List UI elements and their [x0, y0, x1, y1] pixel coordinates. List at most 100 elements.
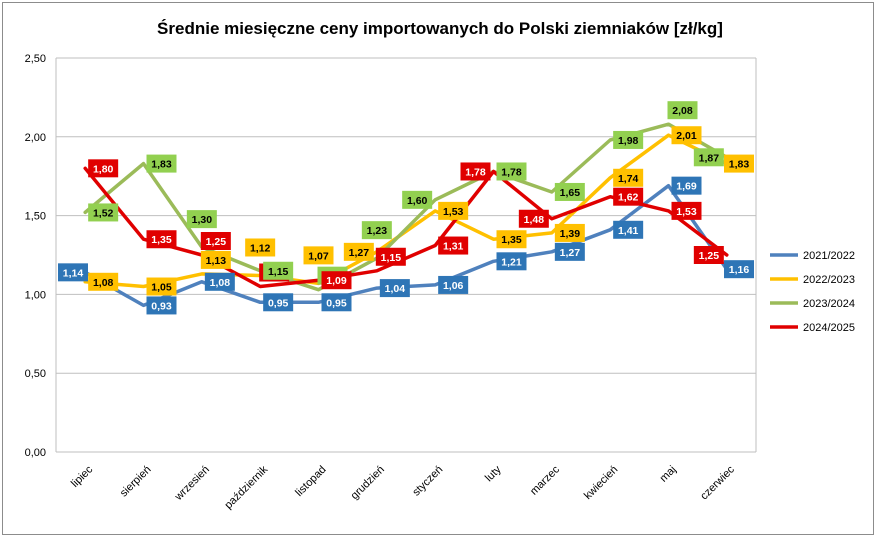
data-label-box — [146, 230, 177, 249]
data-label: 1,83 — [724, 154, 754, 173]
data-label-text: 1,25 — [699, 250, 720, 262]
x-tick-label: marzec — [528, 463, 562, 497]
data-label-box — [438, 201, 469, 220]
data-label-box — [204, 272, 235, 291]
data-label-box — [245, 238, 276, 257]
y-tick-label: 0,50 — [25, 368, 46, 380]
data-label: 1,52 — [88, 203, 119, 222]
series-line-2022/2023 — [83, 133, 729, 289]
data-label-box — [146, 154, 177, 173]
x-tick-label: październik — [222, 463, 270, 511]
data-label-box — [496, 162, 527, 181]
data-label-text: 1,15 — [268, 266, 289, 278]
data-label-text: 1,05 — [151, 282, 172, 294]
data-label-text: 1,23 — [367, 225, 388, 237]
data-label: 1,23 — [361, 221, 392, 240]
data-label-text: 0,93 — [151, 300, 172, 312]
data-label: 1,53 — [438, 201, 469, 220]
data-label-box — [554, 242, 585, 261]
data-label: 1,31 — [438, 236, 469, 255]
data-label-text: 1,35 — [151, 234, 172, 246]
data-label-text: 1,08 — [210, 277, 231, 289]
data-label-box — [496, 230, 527, 249]
data-label-box — [186, 210, 217, 229]
data-label-text: 0,95 — [268, 297, 289, 309]
data-label: 1,08 — [88, 272, 119, 291]
data-label: 1,35 — [496, 230, 527, 249]
data-label-text: 1,65 — [560, 187, 581, 199]
data-label-text: 1,30 — [192, 214, 213, 226]
data-label-box — [343, 242, 374, 261]
data-label: 1,74 — [613, 168, 644, 187]
data-label-text: 1,69 — [676, 181, 697, 193]
data-label-box — [613, 220, 644, 239]
x-tick-label: luty — [483, 463, 504, 484]
data-label: 1,09 — [321, 271, 352, 290]
gridlines — [55, 57, 757, 453]
data-label: 1,25 — [693, 246, 724, 264]
data-label-box — [303, 246, 334, 265]
data-label-text: 1,52 — [93, 207, 114, 219]
data-label-text: 2,08 — [672, 105, 693, 117]
data-label-box — [88, 203, 119, 222]
y-axis: 0,00 0,50 1,00 1,50 2,00 2,50 — [25, 53, 46, 459]
data-label: 1,35 — [146, 230, 177, 249]
y-tick-label: 1,00 — [25, 289, 46, 301]
data-label: 1,39 — [554, 223, 585, 242]
data-label-box — [321, 271, 352, 290]
data-label-text: 1,41 — [618, 225, 639, 237]
x-tick-label: grudzień — [349, 464, 387, 502]
data-label-text: 1,15 — [381, 252, 402, 264]
data-label: 1,65 — [554, 182, 585, 201]
data-label-box — [554, 223, 585, 242]
y-tick-label: 2,00 — [25, 132, 46, 144]
data-label-box — [263, 293, 294, 312]
data-label-text: 1,83 — [151, 159, 172, 171]
data-label: 1,27 — [343, 242, 374, 261]
data-label-text: 1,27 — [349, 247, 370, 259]
data-label-box — [402, 190, 433, 209]
data-label: 2,01 — [671, 126, 702, 145]
data-label-box — [724, 154, 754, 173]
data-label-text: 1,74 — [618, 173, 639, 185]
data-label-text: 1,80 — [93, 163, 114, 175]
data-label: 1,05 — [146, 277, 177, 296]
data-label-box — [554, 182, 585, 201]
data-label-text: 1,35 — [501, 234, 522, 246]
data-label: 1,15 — [263, 261, 294, 280]
data-label-box — [693, 148, 724, 167]
data-label: 1,07 — [303, 246, 334, 265]
data-label-text: 1,60 — [407, 195, 428, 207]
data-label-text: 1,31 — [443, 241, 464, 253]
data-label: 1,04 — [379, 279, 410, 298]
data-label-box — [200, 232, 231, 250]
data-label: 1,87 — [693, 148, 724, 167]
data-label: 1,80 — [88, 159, 119, 178]
data-label-box — [438, 236, 469, 255]
data-label-text: 1,53 — [443, 206, 464, 218]
data-label: 1,83 — [146, 154, 177, 173]
legend-label: 2023/2024 — [803, 298, 855, 310]
data-label-box — [667, 101, 698, 120]
data-label-box — [379, 279, 410, 298]
x-tick-label: styczeń — [410, 464, 445, 499]
data-label: 1,98 — [613, 130, 644, 149]
data-label: 1,16 — [724, 260, 754, 279]
data-label-box — [613, 187, 644, 206]
data-label-text: 1,04 — [385, 283, 406, 295]
legend-label: 2024/2025 — [803, 322, 855, 334]
data-label: 0,95 — [321, 293, 352, 312]
data-label: 1,06 — [438, 275, 469, 294]
data-label-text: 1,62 — [618, 192, 639, 204]
data-label-text: 1,09 — [326, 275, 347, 287]
data-label-box — [613, 130, 644, 149]
data-label-box — [671, 126, 702, 145]
data-label: 0,93 — [146, 296, 177, 315]
y-tick-label: 0,00 — [25, 447, 46, 459]
data-label-text: 1,87 — [699, 152, 720, 164]
x-tick-label: maj — [658, 464, 679, 485]
data-label-text: 1,27 — [560, 247, 581, 259]
data-label-text: 1,48 — [524, 214, 545, 226]
data-label-box — [671, 201, 702, 220]
